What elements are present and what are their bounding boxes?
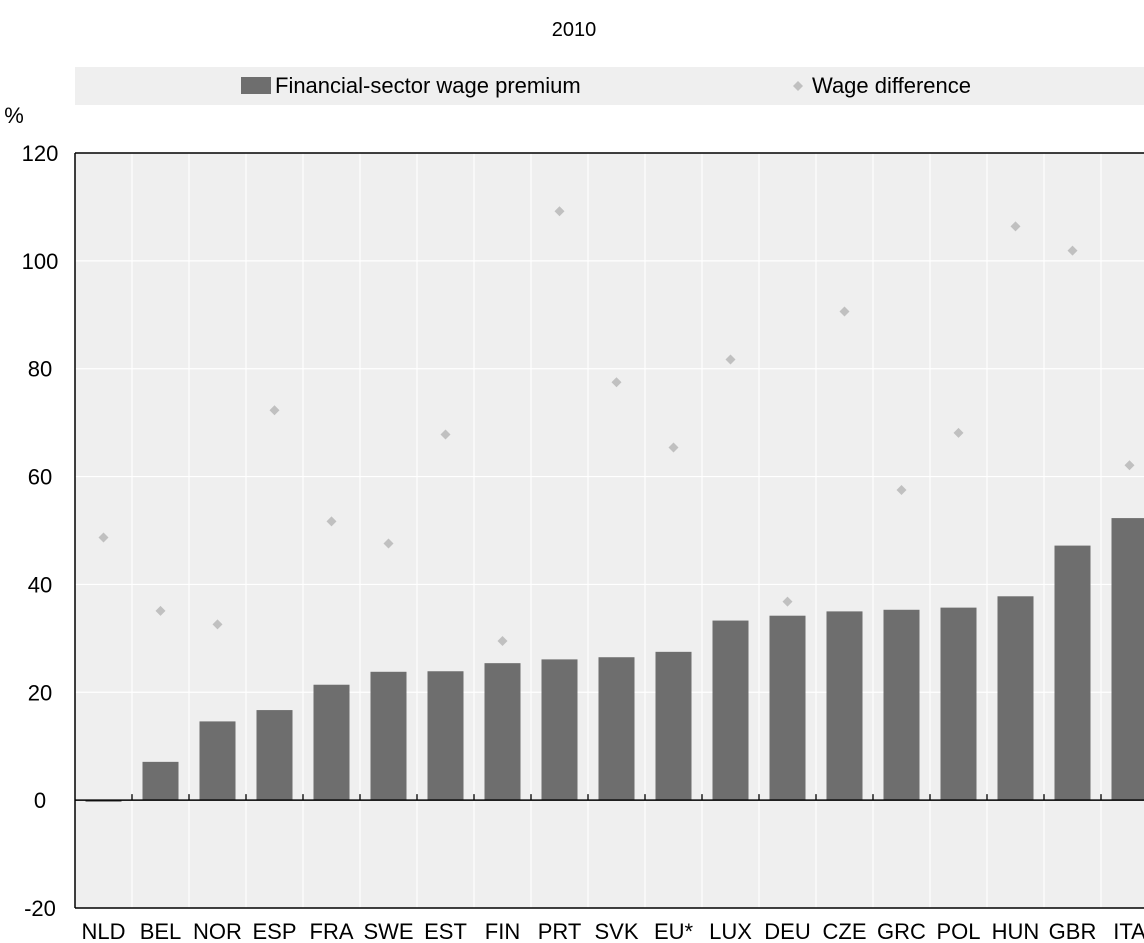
x-tick-label-SVK: SVK: [594, 919, 638, 943]
chart-title: 2010: [552, 19, 597, 41]
points-group: [98, 206, 1135, 647]
y-axis-ticks: -20 0 20 40 60 80 100 120: [22, 141, 59, 921]
bar-SWE: [370, 671, 407, 801]
x-tick-label-DEU: DEU: [764, 919, 810, 943]
bar-BEL: [142, 761, 179, 801]
x-tick-label-HUN: HUN: [992, 919, 1040, 943]
y-tick-label--20: -20: [24, 896, 56, 921]
wage-difference-point-CZE: [839, 306, 850, 317]
x-tick-label-EST: EST: [424, 919, 467, 943]
y-tick-label-60: 60: [28, 465, 52, 490]
bar-HUN: [997, 596, 1034, 801]
bars-group: [85, 518, 1144, 802]
wage-difference-point-FIN: [497, 636, 508, 647]
bar-EU*: [655, 651, 692, 801]
wage-difference-point-FRA: [326, 516, 337, 527]
bar-NLD: [85, 800, 122, 802]
x-tick-label-POL: POL: [936, 919, 980, 943]
x-tick-label-GBR: GBR: [1049, 919, 1097, 943]
x-tick-label-ESP: ESP: [252, 919, 296, 943]
legend-bar-label: Financial-sector wage premium: [275, 73, 581, 98]
wage-difference-point-POL: [953, 427, 964, 438]
bar-DEU: [769, 615, 806, 801]
x-tick-label-FRA: FRA: [310, 919, 354, 943]
wage-difference-point-SWE: [383, 538, 394, 549]
wage-difference-point-EST: [440, 429, 451, 440]
bar-ITA: [1111, 518, 1144, 801]
axes-group: [74, 152, 1144, 909]
wage-difference-point-GBR: [1067, 245, 1078, 256]
bar-GRC: [883, 609, 920, 801]
y-axis-unit-label: %: [4, 103, 24, 128]
legend-diamond-marker: [793, 81, 803, 91]
x-tick-label-NLD: NLD: [81, 919, 125, 943]
x-axis-ticks: NLD BEL NOR ESP FRA SWE EST FIN PRT SVK EU* LUX DEU C…: [81, 919, 1144, 943]
wage-difference-point-DEU: [782, 596, 793, 607]
wage-difference-point-BEL: [155, 605, 166, 616]
wage-difference-point-HUN: [1010, 221, 1021, 232]
y-tick-label-80: 80: [28, 357, 52, 382]
wage-difference-point-LUX: [725, 354, 736, 365]
bar-GBR: [1054, 545, 1091, 801]
y-tick-label-40: 40: [28, 572, 52, 597]
x-tick-label-FIN: FIN: [485, 919, 520, 943]
legend-band: [75, 67, 1144, 105]
y-tick-label-0: 0: [34, 788, 46, 813]
legend-diamond-label: Wage difference: [812, 73, 971, 98]
chart-legend: Financial-sector wage premium Wage diffe…: [241, 73, 971, 98]
bar-FRA: [313, 684, 350, 801]
x-tick-label-PRT: PRT: [538, 919, 582, 943]
x-tick-label-NOR: NOR: [193, 919, 242, 943]
bar-EST: [427, 671, 464, 801]
y-tick-label-100: 100: [22, 249, 59, 274]
bar-PRT: [541, 659, 578, 801]
wage-difference-point-NOR: [212, 619, 223, 630]
bar-NOR: [199, 721, 236, 801]
wage-difference-point-PRT: [554, 206, 565, 217]
legend-bar-swatch: [241, 77, 271, 94]
x-tick-label-SWE: SWE: [363, 919, 413, 943]
y-tick-label-20: 20: [28, 680, 52, 705]
bar-POL: [940, 607, 977, 801]
x-tick-label-CZE: CZE: [823, 919, 867, 943]
wage-difference-point-ESP: [269, 405, 280, 416]
x-tick-label-BEL: BEL: [140, 919, 182, 943]
bar-LUX: [712, 620, 749, 801]
x-tick-label-LUX: LUX: [709, 919, 752, 943]
y-tick-label-120: 120: [22, 141, 59, 166]
x-tick-label-ITA: ITA: [1113, 919, 1144, 943]
wage-difference-point-EU*: [668, 442, 679, 453]
bar-ESP: [256, 710, 293, 801]
wage-difference-point-NLD: [98, 532, 109, 543]
x-tick-label-EU*: EU*: [654, 919, 694, 943]
wage-difference-point-GRC: [896, 485, 907, 496]
x-tick-label-GRC: GRC: [877, 919, 926, 943]
bar-CZE: [826, 611, 863, 801]
bar-FIN: [484, 663, 521, 801]
wage-difference-point-SVK: [611, 377, 622, 388]
bar-SVK: [598, 657, 635, 801]
wage-difference-point-ITA: [1124, 460, 1135, 471]
